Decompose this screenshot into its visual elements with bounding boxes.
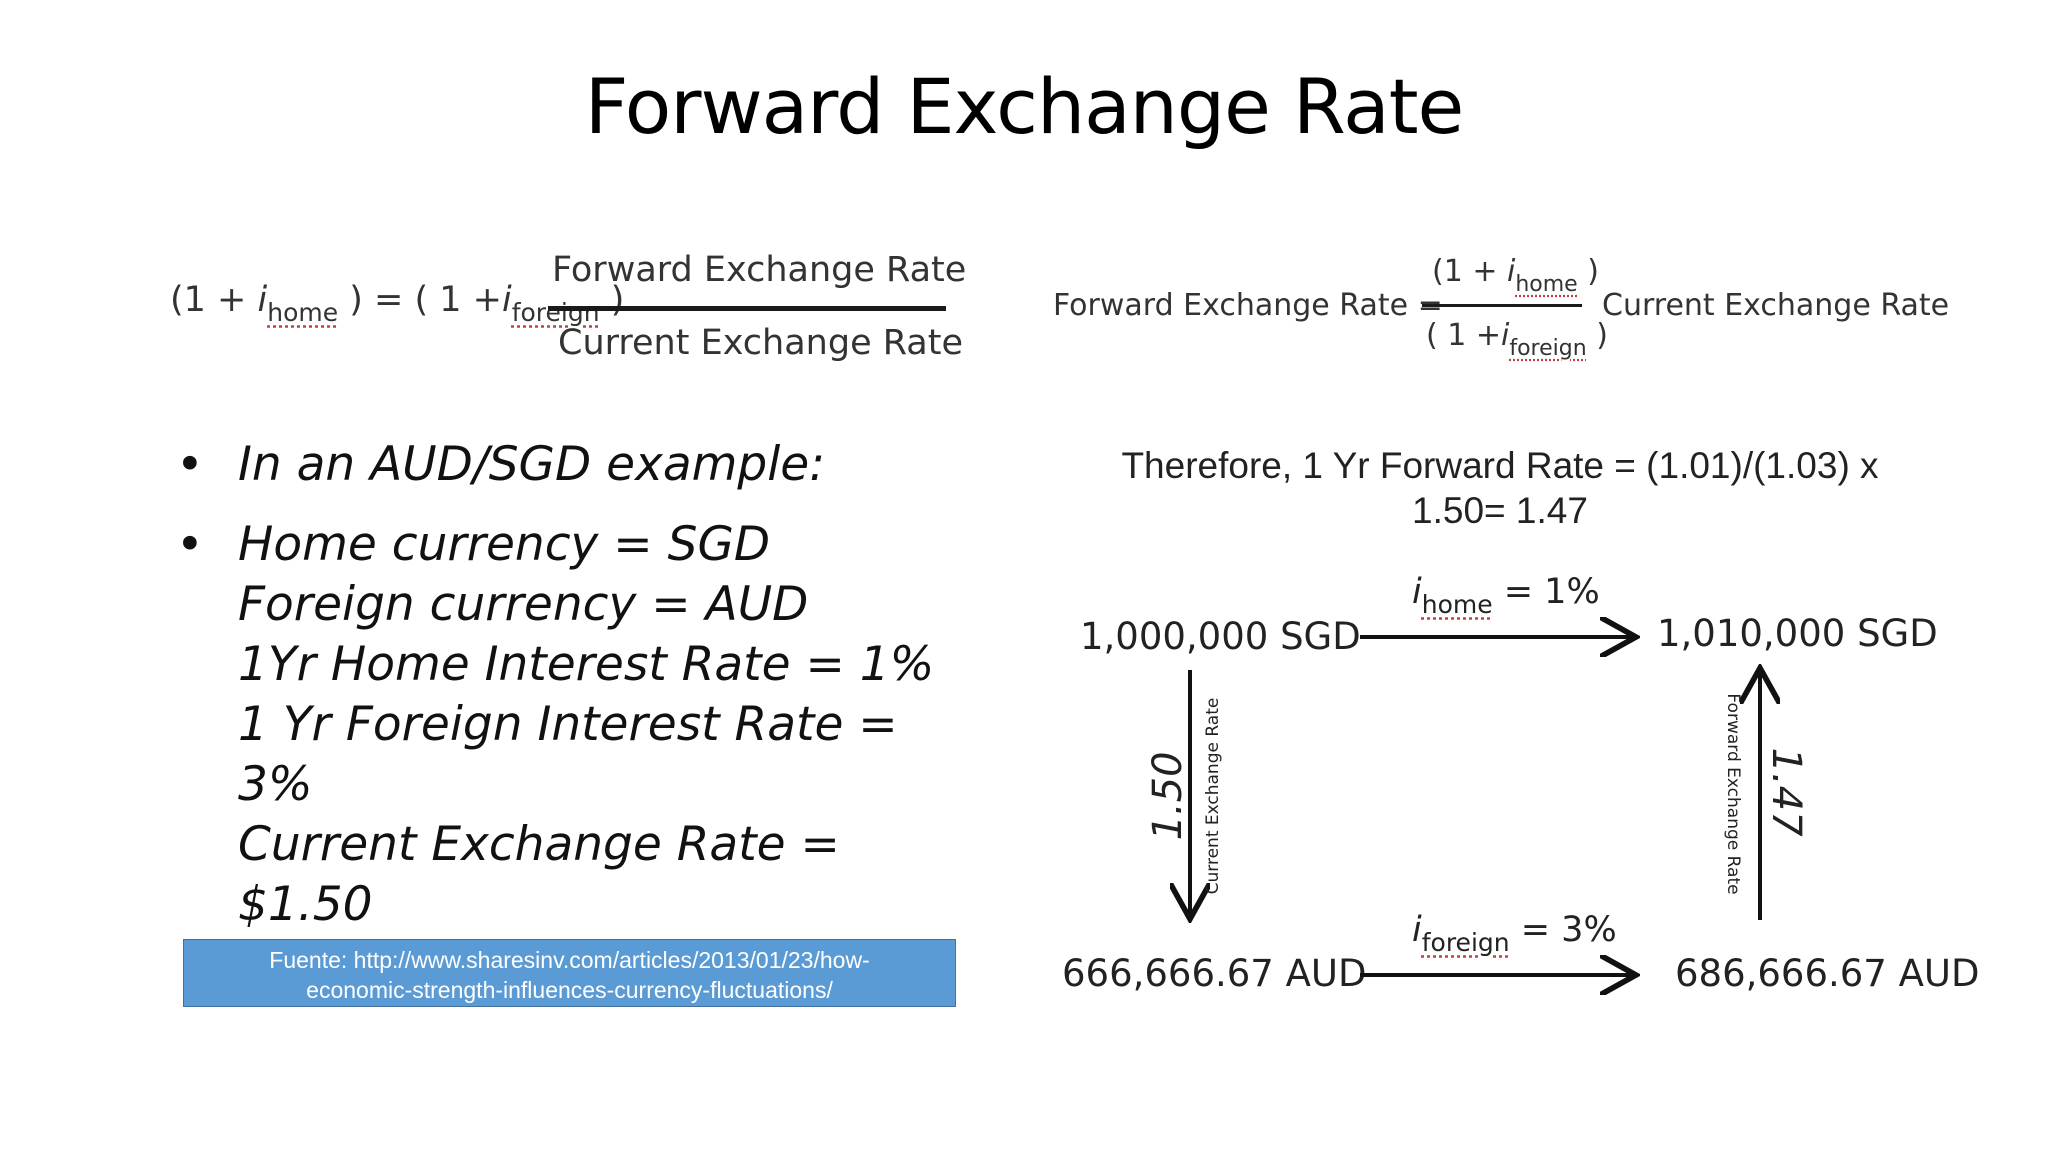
formula-right-num-close: ): [1577, 254, 1599, 289]
bullet-list: • In an AUD/SGD example: • Home currency…: [176, 435, 960, 935]
node-top-right: 1,010,000 SGD: [1657, 612, 1938, 655]
formula-right-i-home: i: [1507, 254, 1516, 289]
formula-left-foreign-sub: foreign: [511, 298, 600, 327]
left-arrow-value: 1.50: [1145, 751, 1191, 841]
bullet-item-1: • In an AUD/SGD example:: [176, 435, 960, 495]
source-line-2: economic-strength-influences-currency-fl…: [306, 977, 833, 1003]
formula-left-open: (1 +: [170, 280, 258, 320]
slide-title: Forward Exchange Rate: [584, 62, 1465, 151]
therefore-line-2: 1.50= 1.47: [1412, 490, 1588, 531]
right-arrow-label: Forward Exchange Rate: [1723, 693, 1743, 895]
bottom-arrow-sub: foreign: [1421, 928, 1510, 957]
formula-left-home-sub: home: [267, 298, 339, 327]
top-arrow-i: i: [1412, 572, 1422, 612]
node-bottom-right: 686,666.67 AUD: [1675, 952, 1980, 995]
bottom-arrow-i: i: [1412, 910, 1422, 950]
bullet-item-2: • Home currency = SGD Foreign currency =…: [176, 515, 960, 935]
bullet-item-2-line-4: 1 Yr Foreign Interest Rate = 3%: [238, 697, 898, 812]
formula-right-denominator: ( 1 +iforeign ): [1426, 318, 1608, 361]
top-arrow-value: = 1%: [1492, 572, 1600, 612]
bullet-dot: •: [176, 517, 204, 572]
formula-left-mid: ) = ( 1 +: [338, 280, 502, 320]
bottom-arrow-label: iforeign = 3%: [1412, 910, 1617, 957]
source-box: Fuente: http://www.sharesinv.com/article…: [183, 939, 956, 1007]
bullet-item-2-line-2: Foreign currency = AUD: [238, 577, 809, 632]
formula-left: (1 + ihome ) = ( 1 +iforeign ): [170, 280, 624, 327]
formula-right-den-open: ( 1 +: [1426, 318, 1501, 353]
formula-left-i-home: i: [257, 280, 268, 320]
bullet-item-2-line-1: Home currency = SGD: [238, 517, 771, 572]
formula-right-rhs: Current Exchange Rate: [1602, 288, 1950, 323]
formula-left-numerator: Forward Exchange Rate: [552, 250, 967, 290]
formula-left-fraction-bar: [548, 306, 946, 311]
bullet-dot: •: [176, 437, 204, 492]
therefore-text: Therefore, 1 Yr Forward Rate = (1.01)/(1…: [1080, 443, 1920, 533]
node-top-left: 1,000,000 SGD: [1080, 615, 1361, 658]
top-arrow-sub: home: [1421, 590, 1493, 619]
node-bottom-left: 666,666.67 AUD: [1062, 952, 1367, 995]
formula-left-denominator: Current Exchange Rate: [558, 323, 963, 363]
bullet-item-2-line-5: Current Exchange Rate = $1.50: [238, 817, 840, 932]
formula-right-num-open: (1 +: [1432, 254, 1507, 289]
formula-right-numerator: (1 + ihome ): [1432, 254, 1599, 297]
formula-left-i-foreign: i: [501, 280, 512, 320]
formula-right-fraction-bar: [1422, 304, 1582, 307]
bottom-arrow-value: = 3%: [1509, 910, 1617, 950]
formula-right-home-sub: home: [1515, 272, 1578, 297]
formula-right-lhs: Forward Exchange Rate =: [1053, 288, 1443, 323]
bullet-item-2-line-3: 1Yr Home Interest Rate = 1%: [238, 637, 935, 692]
left-arrow-label: Current Exchange Rate: [1203, 697, 1223, 895]
therefore-line-1: Therefore, 1 Yr Forward Rate = (1.01)/(1…: [1121, 445, 1879, 486]
formula-right-den-close: ): [1586, 318, 1608, 353]
formula-right-foreign-sub: foreign: [1509, 336, 1587, 361]
bullet-item-1-text: In an AUD/SGD example:: [238, 437, 826, 492]
source-line-1: Fuente: http://www.sharesinv.com/article…: [269, 947, 870, 973]
formula-right-i-foreign: i: [1501, 318, 1510, 353]
top-arrow-label: ihome = 1%: [1412, 572, 1600, 619]
right-arrow-value: 1.47: [1763, 747, 1809, 837]
